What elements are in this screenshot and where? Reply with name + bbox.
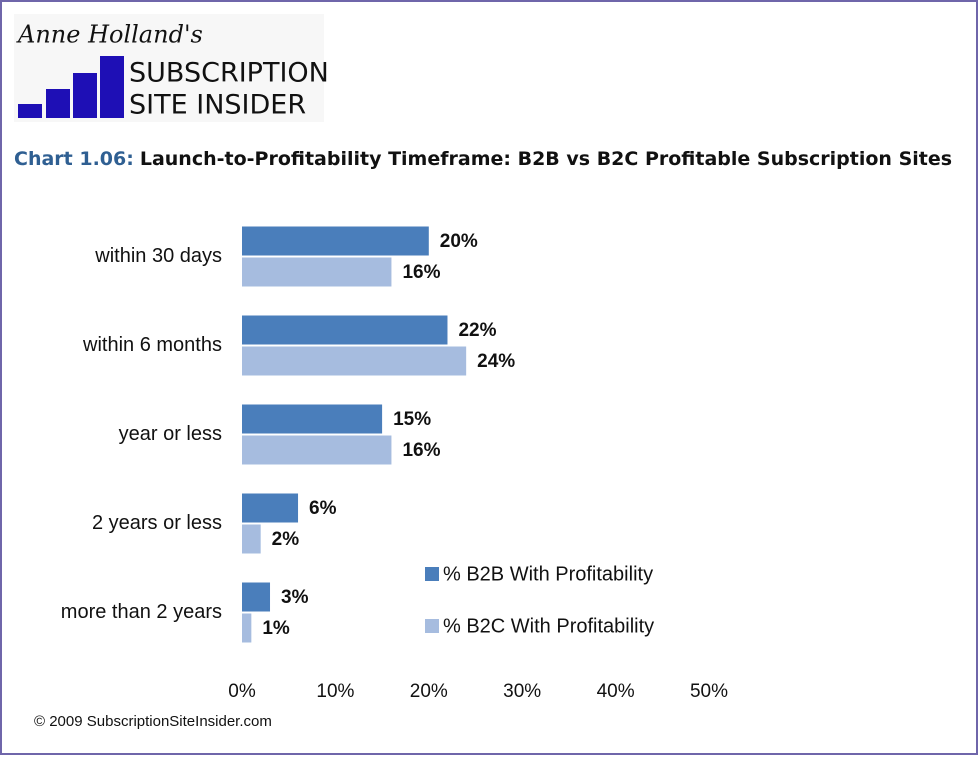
logo-bar [73, 73, 97, 118]
value-label: 3% [281, 587, 309, 608]
bar [242, 257, 392, 287]
bar [242, 315, 448, 345]
y-tick-label: 2 years or less [92, 512, 222, 534]
chart-title: Chart 1.06: Launch-to-Profitability Timef… [14, 148, 952, 170]
value-label: 22% [458, 320, 496, 341]
value-label: 20% [440, 231, 478, 252]
x-tick-label: 40% [597, 681, 635, 702]
y-tick-label: within 6 months [82, 334, 222, 356]
value-label: 6% [309, 498, 337, 519]
bar [242, 404, 383, 434]
legend-swatch [425, 619, 439, 633]
legend-label: % B2C With Profitability [443, 615, 654, 637]
bar [242, 582, 271, 612]
title-prefix: Chart 1.06: [14, 148, 134, 170]
logo-bar [18, 104, 42, 118]
x-tick-label: 50% [690, 681, 728, 702]
value-label: 2% [272, 529, 300, 550]
value-label: 16% [402, 440, 440, 461]
bar [242, 524, 261, 554]
title-text: Launch-to-Profitability Timeframe: B2B v… [140, 148, 952, 170]
bar [242, 493, 299, 523]
value-label: 24% [477, 351, 515, 372]
legend-label: % B2B With Profitability [443, 563, 653, 585]
bar [242, 613, 252, 643]
logo-bar [46, 89, 70, 118]
logo: Anne Holland's SUBSCRIPTION SITE INSIDER [14, 14, 329, 122]
value-label: 1% [262, 618, 290, 639]
x-tick-label: 0% [228, 681, 256, 702]
logo-byline: Anne Holland's [16, 21, 203, 49]
y-tick-label: within 30 days [94, 245, 222, 267]
legend-swatch [425, 567, 439, 581]
y-tick-label: year or less [119, 423, 222, 445]
bar [242, 346, 467, 376]
footer: © 2009 SubscriptionSiteInsider.com [34, 713, 272, 730]
y-tick-label: more than 2 years [61, 601, 222, 623]
logo-line1: SUBSCRIPTION [129, 58, 329, 89]
logo-bar [100, 56, 124, 118]
bar [242, 435, 392, 465]
x-tick-label: 10% [316, 681, 354, 702]
value-label: 15% [393, 409, 431, 430]
x-tick-label: 20% [410, 681, 448, 702]
x-tick-label: 30% [503, 681, 541, 702]
logo-line2: SITE INSIDER [129, 90, 306, 121]
bar [242, 226, 429, 256]
value-label: 16% [402, 262, 440, 283]
